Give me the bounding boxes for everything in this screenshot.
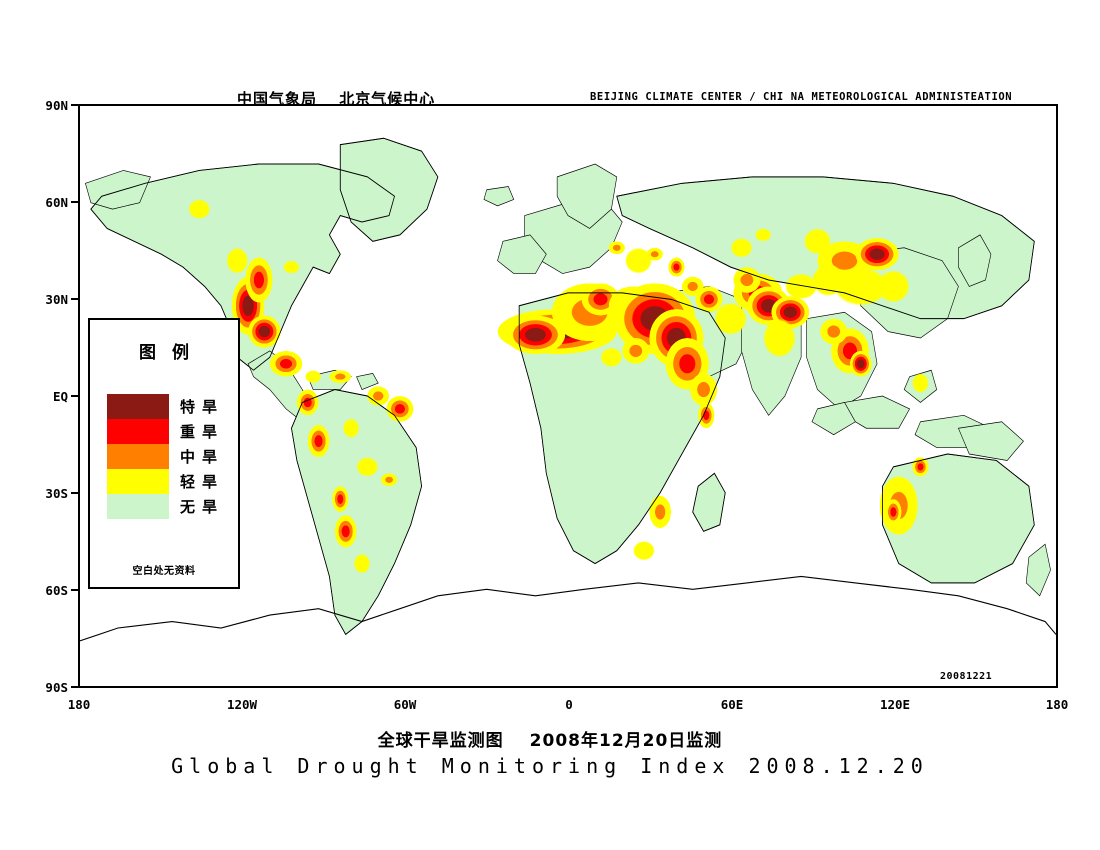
legend-swatch-light	[107, 469, 169, 494]
drought-region-caspian-w	[668, 257, 685, 277]
drought-map-panel	[78, 104, 1058, 688]
drought-region-kimberley	[912, 457, 929, 477]
drought-region-kenya	[698, 402, 715, 429]
drought-region-vietnam	[849, 350, 872, 377]
y-tick-mark	[71, 589, 78, 591]
drought-region-canada-prairie	[188, 199, 211, 219]
legend-swatch-none	[107, 494, 169, 519]
legend-row-extreme: 特旱	[107, 394, 225, 419]
drought-region-florida	[283, 260, 300, 274]
x-tick-label-180w: 180	[67, 697, 91, 712]
drought-region-ukraine	[624, 247, 653, 274]
chart-title-en: Global Drought Monitoring Index 2008.12.…	[171, 754, 929, 778]
drought-region-venezuela-w	[296, 389, 319, 416]
drought-region-aralsea	[733, 267, 761, 293]
y-tick-label-30n: 30N	[45, 292, 68, 307]
drought-region-cuba	[305, 370, 322, 384]
legend-swatch-extreme	[107, 394, 169, 419]
drought-region-somalia	[690, 373, 718, 406]
drought-region-mexico-south	[248, 315, 281, 348]
y-tick-label-eq: EQ	[52, 389, 68, 404]
drought-region-tibet-w	[784, 273, 818, 300]
drought-intensity-layer	[188, 199, 929, 574]
drought-region-brazil-north-coast	[367, 386, 390, 406]
legend-title: 图例	[139, 343, 205, 363]
drought-region-xinjiang	[803, 228, 831, 255]
coastline-layer	[80, 137, 1056, 642]
y-tick-mark	[71, 686, 78, 688]
legend-row-none: 无旱	[107, 494, 225, 519]
legend-swatch-moderate	[107, 444, 169, 469]
drought-region-myanmar	[820, 318, 848, 345]
drought-region-philippines	[912, 373, 929, 393]
drought-region-southwest-us	[226, 247, 249, 274]
drought-region-central-america	[269, 350, 303, 377]
drought-region-hispaniola	[329, 370, 352, 384]
x-tick-label-60w: 60W	[393, 697, 417, 712]
drought-region-patagonia	[353, 553, 371, 574]
map-datestamp: 20081221	[940, 671, 993, 682]
x-tick-label-120e: 120E	[879, 697, 911, 712]
world-drought-heatmap	[80, 106, 1056, 686]
drought-region-balkans	[608, 241, 625, 255]
drought-region-sichuan	[812, 263, 845, 297]
drought-region-north-china-plain	[855, 238, 899, 271]
drought-region-kazakhstan	[730, 238, 753, 258]
y-tick-mark	[71, 298, 78, 300]
drought-region-chile-north	[332, 486, 349, 512]
y-tick-label-60n: 60N	[45, 195, 68, 210]
drought-region-southafrica-n	[633, 541, 655, 561]
legend-label-light: 轻旱	[180, 473, 225, 491]
drought-region-westafrica	[505, 315, 566, 355]
legend-row-severe: 重旱	[107, 419, 225, 444]
legend-box: 图例 特旱 重旱 中旱 轻旱 无旱 空白处无资料	[88, 318, 240, 589]
y-tick-label-30s: 30S	[45, 486, 68, 501]
drought-region-central-india	[763, 318, 796, 358]
header-agency-en: BEIJING CLIMATE CENTER / CHI NA METEOROL…	[590, 91, 1013, 103]
drought-region-central-china	[833, 267, 888, 306]
drought-region-wa-core	[885, 499, 902, 525]
drought-region-blacksea	[646, 247, 663, 261]
y-tick-mark	[71, 492, 78, 494]
chart-title-cn: 全球干旱监测图 2008年12月20日监测	[0, 726, 1100, 751]
drought-region-peru-coast	[307, 425, 330, 458]
y-tick-label-90s: 90S	[45, 680, 68, 695]
legend-row-light: 轻旱	[107, 469, 225, 494]
drought-region-nigeria-n	[600, 347, 623, 367]
y-tick-mark	[71, 395, 78, 397]
drought-region-iraq	[695, 286, 723, 313]
legend-label-extreme: 特旱	[180, 398, 225, 416]
drought-region-east-china	[877, 270, 910, 303]
x-tick-label-0: 0	[565, 697, 573, 712]
drought-region-argentina-cuyo	[334, 515, 357, 548]
drought-region-brazil-south	[380, 473, 398, 487]
drought-region-turkey-se	[681, 276, 704, 297]
drought-region-brazil-northeast	[386, 396, 414, 422]
drought-region-arabia	[714, 302, 747, 335]
drought-region-mozambique	[649, 495, 672, 529]
chart-title-cn-date: 2008年12月20日监测	[529, 731, 723, 751]
drought-region-chad	[622, 338, 650, 364]
legend-label-moderate: 中旱	[180, 448, 225, 466]
x-tick-label-180e: 180	[1045, 697, 1069, 712]
chart-title-cn-main: 全球干旱监测图	[377, 731, 504, 751]
y-tick-mark	[71, 201, 78, 203]
legend-nodata-note: 空白处无资料	[132, 566, 196, 577]
x-tick-label-120w: 120W	[226, 697, 258, 712]
drought-region-texas-n-mexico	[245, 257, 273, 303]
header-agency-cn: 中国气象局 北京气候中心	[237, 90, 436, 108]
y-tick-label-90n: 90N	[45, 98, 68, 113]
drought-region-amazon-w	[342, 418, 360, 438]
legend-row-moderate: 中旱	[107, 444, 225, 469]
y-tick-label-60s: 60S	[45, 583, 68, 598]
legend-label-none: 无旱	[180, 498, 225, 516]
legend-swatch-severe	[107, 419, 169, 444]
x-tick-label-60e: 60E	[720, 697, 744, 712]
drought-region-siberia-sw	[755, 228, 772, 242]
legend-label-severe: 重旱	[180, 423, 225, 441]
y-tick-mark	[71, 104, 78, 106]
drought-region-bolivia	[356, 457, 379, 477]
